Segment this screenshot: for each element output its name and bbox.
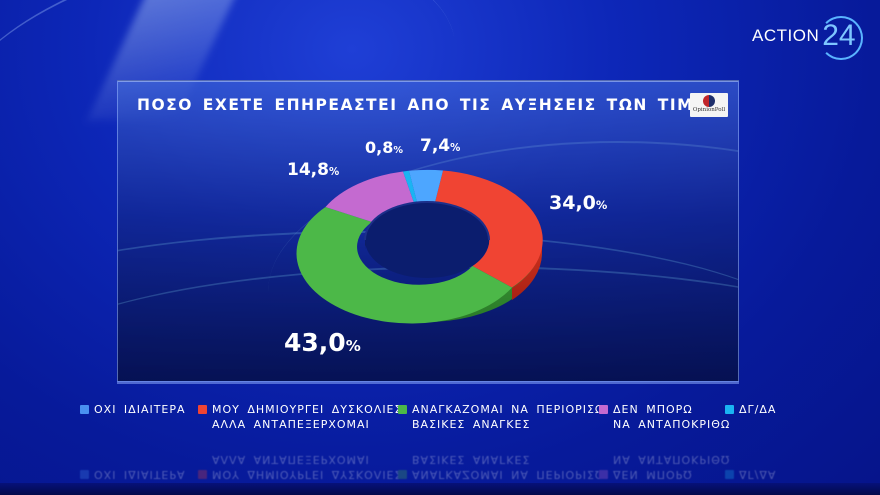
legend-swatch-red: [198, 405, 207, 414]
label-blue: 7,4%: [420, 136, 461, 156]
legend-swatch-cyan: [725, 405, 734, 414]
donut-slices: [296, 169, 543, 324]
slice-red: [435, 170, 543, 288]
legend-reflection: ΟΧΙ ΙΔΙΑΙΤΕΡΑ ΜΟΥ ΔΗΜΙΟΥΡΓΕΙ ΔΥΣΚΟΛΙΕΣ ΑΛ…: [80, 452, 840, 482]
opinionpoll-logo-icon: [703, 95, 715, 107]
legend-swatch-green: [398, 405, 407, 414]
slice-cyan: [403, 170, 417, 203]
label-purple: 14,8%: [287, 160, 340, 180]
slice-purple: [325, 171, 414, 222]
legend-item-dyskolies: ΜΟΥ ΔΗΜΙΟΥΡΓΕΙ ΔΥΣΚΟΛΙΕΣ ΑΛΛΑ ΑΝΤΑΠΕΞΕΡΧΟ…: [198, 402, 402, 432]
opinionpoll-badge: OpinionPoll: [690, 93, 728, 117]
label-green: 43,0%: [284, 328, 361, 357]
legend-item-periorizo: ΑΝΑΓΚΑΖΟΜΑΙ ΝΑ ΠΕΡΙΟΡΙΣΩ ΒΑΣΙΚΕΣ ΑΝΑΓΚΕΣ: [398, 402, 604, 432]
chart-title: ΠΟΣΟ ΕΧΕΤΕ ΕΠΗΡΕΑΣΤΕΙ ΑΠΟ ΤΙΣ ΑΥΞΗΣΕΙΣ Τ…: [137, 96, 731, 114]
logo-text: ACTION: [752, 26, 820, 45]
slice-green: [296, 207, 512, 324]
chart-legend: ΟΧΙ ΙΔΙΑΙΤΕΡΑ ΜΟΥ ΔΗΜΙΟΥΡΓΕΙ ΔΥΣΚΟΛΙΕΣ ΑΛ…: [80, 402, 840, 442]
logo-number: 24: [819, 16, 864, 60]
label-cyan: 0,8%: [365, 138, 403, 157]
legend-item-den-mporo: ΔΕΝ ΜΠΟΡΩ ΝΑ ΑΝΤΑΠΟΚΡΙΘΩ: [599, 402, 730, 432]
legend-swatch-purple: [599, 405, 608, 414]
action24-logo: ACTION 24: [752, 16, 864, 60]
floor-band: [0, 483, 880, 495]
legend-item-oxi-idiaitera: ΟΧΙ ΙΔΙΑΙΤΕΡΑ: [80, 402, 186, 417]
slice-blue: [409, 169, 443, 203]
label-red: 34,0%: [549, 192, 608, 214]
legend-item-dg-da: ΔΓ/ΔΑ: [725, 402, 776, 417]
logo-ring-icon: [819, 16, 864, 60]
legend-swatch-blue: [80, 405, 89, 414]
